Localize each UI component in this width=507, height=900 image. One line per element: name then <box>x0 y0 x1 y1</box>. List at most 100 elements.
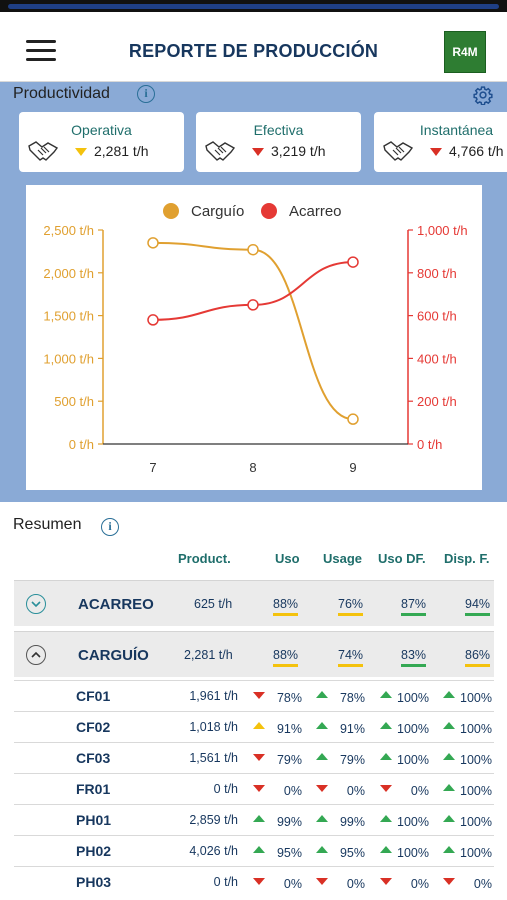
equipment-uso-df: 100% <box>397 691 429 705</box>
trend-up-icon <box>380 846 392 853</box>
trend-up-icon <box>253 722 265 729</box>
trend-up-icon <box>316 753 328 760</box>
menu-icon[interactable] <box>26 40 56 62</box>
group-row-acarreo[interactable]: ACARREO 625 t/h 88% 76% 87% 94% <box>14 580 494 626</box>
trend-down-icon <box>380 785 392 792</box>
equipment-uso-df: 100% <box>397 753 429 767</box>
equipment-name: FR01 <box>76 781 111 797</box>
group-uso: 88% <box>273 597 299 616</box>
kpi-value: 2,281 t/h <box>94 143 149 159</box>
equipment-disp-f: 100% <box>460 753 492 767</box>
equipment-disp-f: 100% <box>460 815 492 829</box>
gear-icon[interactable] <box>473 85 493 105</box>
trend-down-icon <box>316 878 328 885</box>
group-usage: 76% <box>338 597 364 616</box>
trend-down-icon <box>75 148 87 156</box>
equipment-uso: 0% <box>283 784 302 798</box>
equipment-name: CF03 <box>76 750 111 766</box>
collapse-icon[interactable] <box>26 645 46 665</box>
group-name: ACARREO <box>78 596 154 613</box>
equipment-disp-f: 0% <box>473 877 492 891</box>
y-left-tick-label: 500 t/h <box>54 394 94 409</box>
trend-up-icon <box>443 815 455 822</box>
handshake-icon <box>28 141 59 161</box>
data-point <box>347 256 359 268</box>
productividad-info-icon[interactable]: i <box>137 85 155 103</box>
trend-up-icon <box>443 753 455 760</box>
line-chart: 0 t/h 500 t/h 1,000 t/h 1,500 t/h 2,000 t/h 2… <box>43 203 468 475</box>
equipment-usage: 95% <box>339 846 365 860</box>
group-product: 625 t/h <box>194 597 233 611</box>
legend-marker <box>163 203 179 219</box>
table-row[interactable]: CF02 1,018 t/h 91% 91% 100% 100% <box>14 711 494 742</box>
equipment-uso-df: 0% <box>410 877 429 891</box>
trend-up-icon <box>316 815 328 822</box>
table-row[interactable]: CF03 1,561 t/h 79% 79% 100% 100% <box>14 742 494 773</box>
table-row[interactable]: CF01 1,961 t/h 78% 78% 100% 100% <box>14 680 494 711</box>
table-row[interactable]: FR01 0 t/h 0% 0% 0% 100% <box>14 773 494 804</box>
equipment-usage: 91% <box>339 722 365 736</box>
equipment-disp-f: 100% <box>460 846 492 860</box>
y-right-tick-label: 200 t/h <box>417 394 457 409</box>
expand-icon[interactable] <box>26 594 46 614</box>
group-disp-f: 94% <box>465 597 491 616</box>
col-header-uso: Uso <box>275 551 300 566</box>
table-row[interactable]: PH03 0 t/h 0% 0% 0% 0% <box>14 866 494 897</box>
trend-down-icon <box>253 754 265 761</box>
equipment-uso: 79% <box>276 753 302 767</box>
equipment-disp-f: 100% <box>460 784 492 798</box>
kpi-card-instantanea[interactable]: Instantánea 4,766 t/h <box>374 112 507 172</box>
group-uso: 88% <box>273 648 299 667</box>
trend-down-icon <box>380 878 392 885</box>
equipment-product: 1,961 t/h <box>189 689 238 703</box>
y-left-tick-label: 2,500 t/h <box>43 223 94 238</box>
group-uso-df: 87% <box>401 597 427 616</box>
equipment-name: CF01 <box>76 688 111 704</box>
equipment-uso: 95% <box>276 846 302 860</box>
trend-down-icon <box>253 692 265 699</box>
col-header-usage: Usage <box>323 551 363 566</box>
equipment-uso: 0% <box>283 877 302 891</box>
group-usage: 74% <box>338 648 364 667</box>
y-left-tick-label: 1,500 t/h <box>43 309 94 324</box>
group-uso-df: 83% <box>401 648 427 667</box>
group-row-carguio[interactable]: CARGUÍO 2,281 t/h 88% 74% 83% 86% <box>14 631 494 677</box>
productividad-label: Productividad <box>13 85 110 102</box>
equipment-uso-df: 0% <box>410 784 429 798</box>
trend-up-icon <box>443 691 455 698</box>
resumen-info-icon[interactable]: i <box>101 518 119 536</box>
trend-up-icon <box>253 815 265 822</box>
equipment-product: 1,018 t/h <box>189 720 238 734</box>
equipment-usage: 0% <box>346 877 365 891</box>
y-left-tick-label: 2,000 t/h <box>43 266 94 281</box>
trend-down-icon <box>253 878 265 885</box>
equipment-name: PH01 <box>76 812 112 828</box>
trend-up-icon <box>443 846 455 853</box>
trend-down-icon <box>430 148 442 156</box>
kpi-card-operativa[interactable]: Operativa 2,281 t/h <box>19 112 184 172</box>
trend-up-icon <box>443 784 455 791</box>
equipment-name: PH03 <box>76 874 112 890</box>
equipment-product: 4,026 t/h <box>189 844 238 858</box>
trend-up-icon <box>316 722 328 729</box>
equipment-usage: 99% <box>339 815 365 829</box>
group-name: CARGUÍO <box>78 647 149 664</box>
trend-down-icon <box>443 878 455 885</box>
trend-up-icon <box>380 815 392 822</box>
equipment-product: 2,859 t/h <box>189 813 238 827</box>
company-logo: R4M <box>444 31 486 73</box>
x-tick-label: 9 <box>349 460 356 475</box>
equipment-uso-df: 100% <box>397 815 429 829</box>
y-right-tick-label: 600 t/h <box>417 309 457 324</box>
trend-up-icon <box>253 846 265 853</box>
trend-down-icon <box>252 148 264 156</box>
data-point <box>347 413 359 425</box>
equipment-uso-df: 100% <box>397 722 429 736</box>
table-row[interactable]: PH02 4,026 t/h 95% 95% 100% 100% <box>14 835 494 866</box>
equipment-product: 0 t/h <box>213 875 238 889</box>
kpi-card-efectiva[interactable]: Efectiva 3,219 t/h <box>196 112 361 172</box>
kpi-title: Efectiva <box>253 122 304 138</box>
trend-up-icon <box>443 722 455 729</box>
trend-up-icon <box>316 691 328 698</box>
table-row[interactable]: PH01 2,859 t/h 99% 99% 100% 100% <box>14 804 494 835</box>
